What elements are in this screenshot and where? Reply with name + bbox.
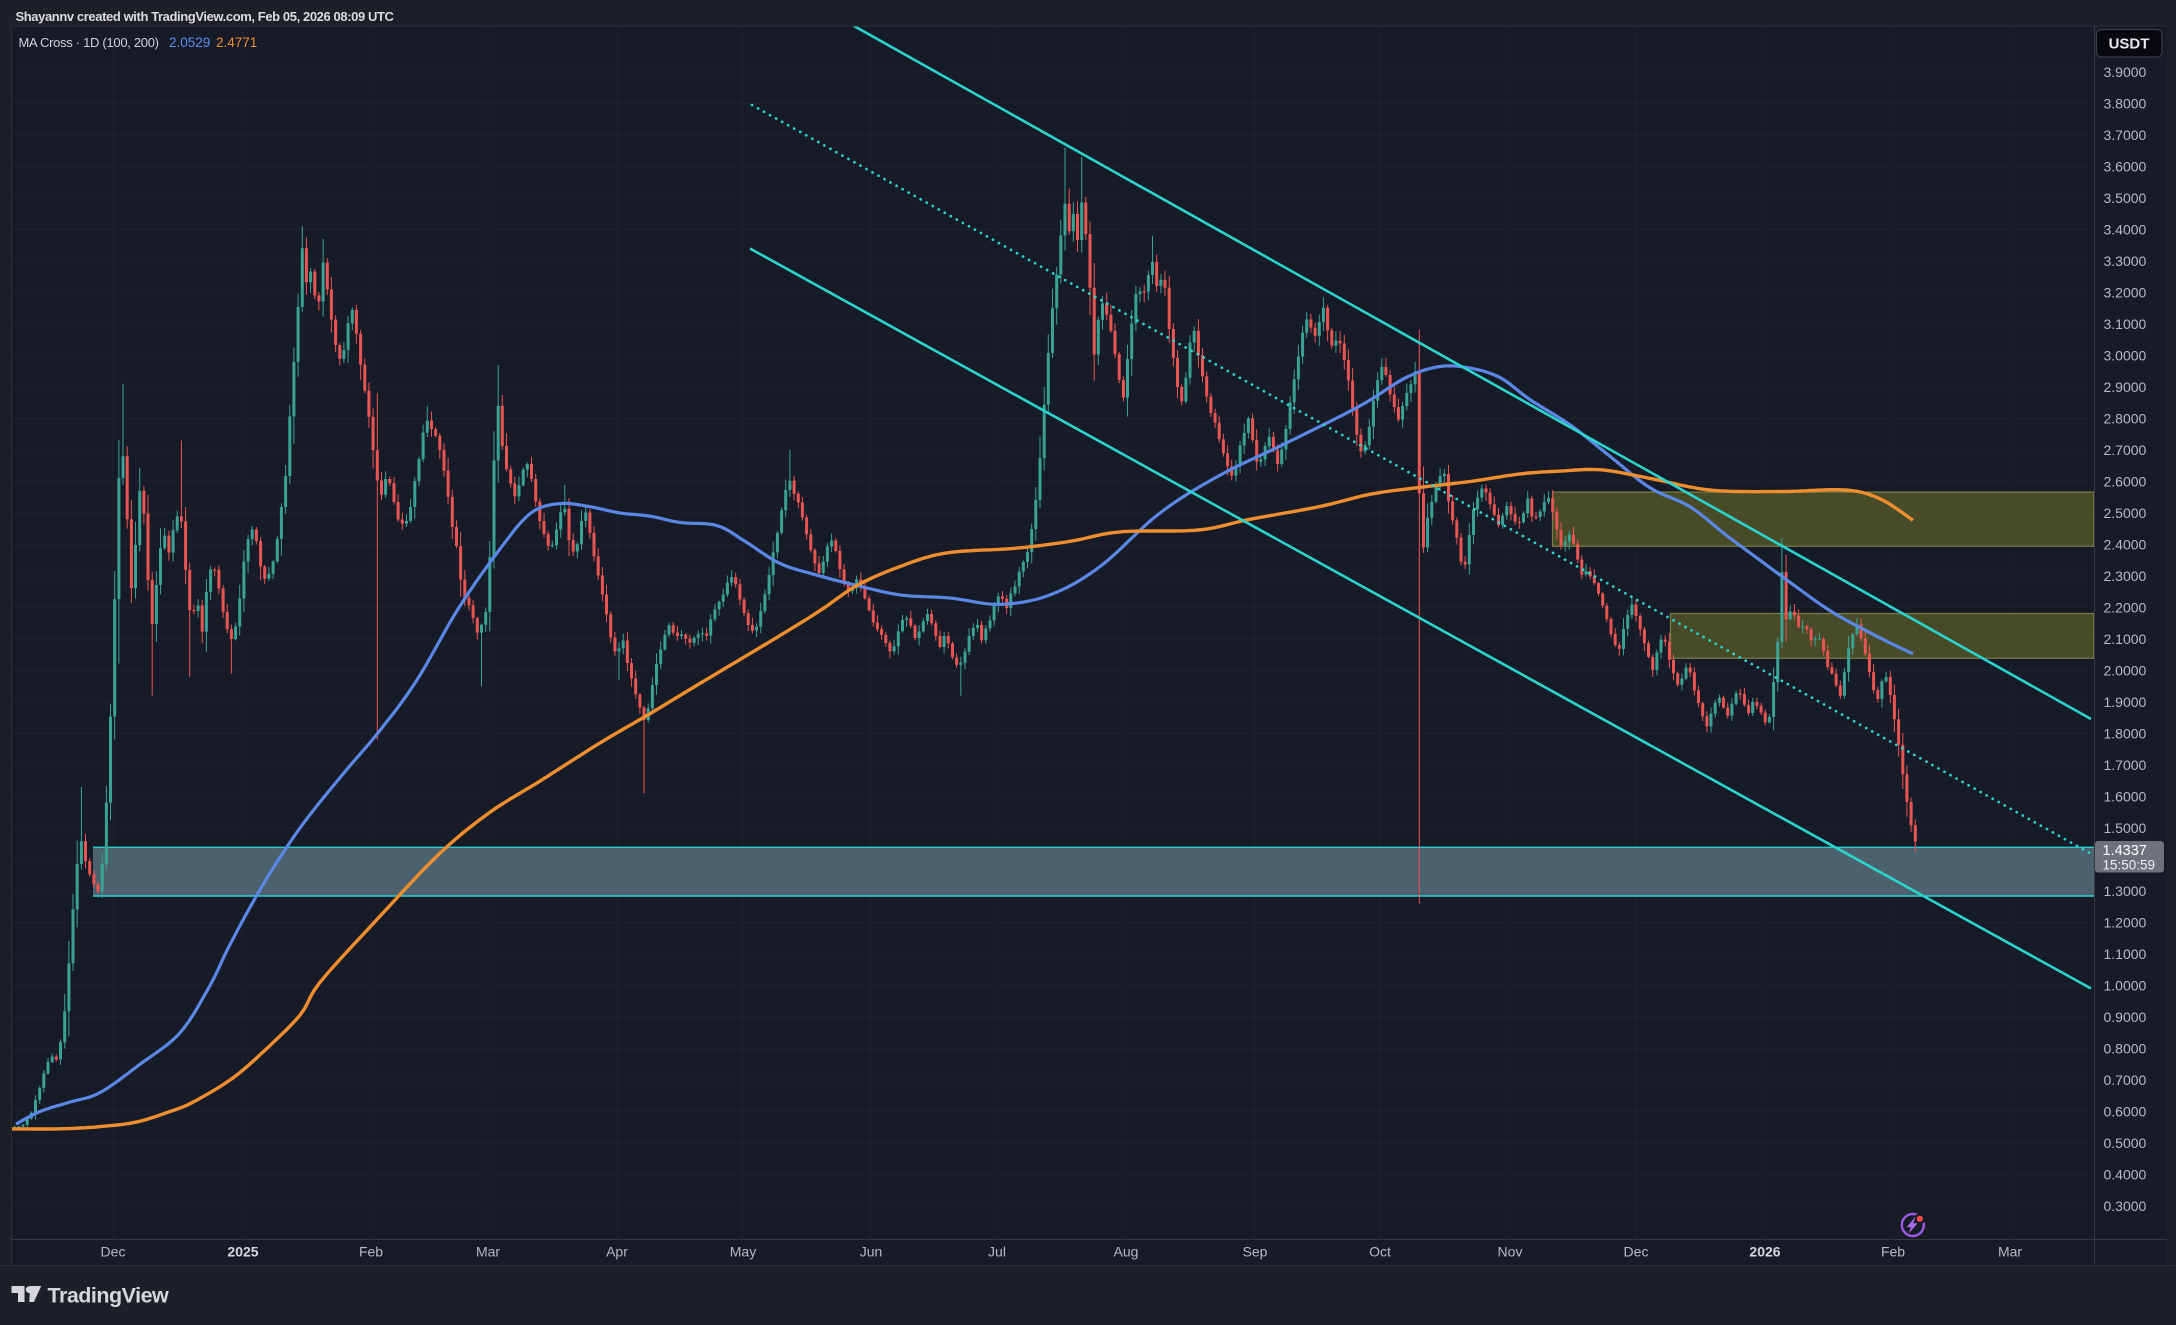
svg-text:2.4771: 2.4771	[216, 35, 257, 50]
svg-text:Nov: Nov	[1498, 1244, 1523, 1260]
svg-text:3.4000: 3.4000	[2104, 222, 2147, 238]
svg-text:2.4000: 2.4000	[2104, 537, 2147, 553]
svg-text:Feb: Feb	[359, 1244, 383, 1260]
svg-text:May: May	[730, 1244, 756, 1260]
svg-text:1.0000: 1.0000	[2104, 978, 2147, 994]
svg-text:3.0000: 3.0000	[2104, 348, 2147, 364]
svg-text:Jun: Jun	[860, 1244, 883, 1260]
svg-text:Mar: Mar	[1998, 1244, 2022, 1260]
svg-text:Sep: Sep	[1243, 1244, 1268, 1260]
svg-text:3.9000: 3.9000	[2104, 64, 2147, 80]
svg-text:Jul: Jul	[988, 1244, 1006, 1260]
svg-text:3.7000: 3.7000	[2104, 127, 2147, 143]
svg-text:3.3000: 3.3000	[2104, 253, 2147, 269]
svg-text:15:50:59: 15:50:59	[2103, 858, 2156, 873]
svg-text:Aug: Aug	[1114, 1244, 1139, 1260]
svg-text:0.9000: 0.9000	[2104, 1009, 2147, 1025]
svg-text:TradingView: TradingView	[48, 1284, 170, 1308]
svg-text:1.3000: 1.3000	[2104, 883, 2147, 899]
svg-text:Dec: Dec	[101, 1244, 126, 1260]
svg-text:2.9000: 2.9000	[2104, 379, 2147, 395]
svg-text:1.6000: 1.6000	[2104, 789, 2147, 805]
svg-text:Apr: Apr	[606, 1244, 628, 1260]
svg-text:3.1000: 3.1000	[2104, 316, 2147, 332]
svg-text:0.4000: 0.4000	[2104, 1167, 2147, 1183]
svg-text:2.1000: 2.1000	[2104, 631, 2147, 647]
svg-text:0.8000: 0.8000	[2104, 1041, 2147, 1057]
svg-text:1.8000: 1.8000	[2104, 726, 2147, 742]
svg-text:3.6000: 3.6000	[2104, 159, 2147, 175]
svg-text:USDT: USDT	[2109, 36, 2150, 53]
svg-text:2.6000: 2.6000	[2104, 474, 2147, 490]
svg-text:Mar: Mar	[476, 1244, 500, 1260]
svg-text:2.8000: 2.8000	[2104, 411, 2147, 427]
svg-text:1.2000: 1.2000	[2104, 915, 2147, 931]
svg-text:2.3000: 2.3000	[2104, 568, 2147, 584]
svg-text:3.8000: 3.8000	[2104, 96, 2147, 112]
svg-text:3.5000: 3.5000	[2104, 190, 2147, 206]
svg-text:1.7000: 1.7000	[2104, 757, 2147, 773]
svg-text:Shayannv created with TradingV: Shayannv created with TradingView.com, F…	[16, 9, 395, 24]
svg-text:MA Cross · 1D (100, 200): MA Cross · 1D (100, 200)	[19, 35, 159, 50]
svg-text:1.9000: 1.9000	[2104, 694, 2147, 710]
svg-text:3.2000: 3.2000	[2104, 285, 2147, 301]
svg-text:1.4337: 1.4337	[2103, 843, 2147, 859]
svg-text:1.5000: 1.5000	[2104, 820, 2147, 836]
svg-text:2.2000: 2.2000	[2104, 600, 2147, 616]
svg-text:2026: 2026	[1749, 1244, 1780, 1260]
svg-text:2.5000: 2.5000	[2104, 505, 2147, 521]
svg-text:1.1000: 1.1000	[2104, 946, 2147, 962]
svg-text:Oct: Oct	[1369, 1244, 1391, 1260]
svg-text:2.7000: 2.7000	[2104, 442, 2147, 458]
svg-text:Dec: Dec	[1624, 1244, 1649, 1260]
svg-text:0.7000: 0.7000	[2104, 1072, 2147, 1088]
svg-text:0.3000: 0.3000	[2104, 1198, 2147, 1214]
svg-text:2.0529: 2.0529	[169, 35, 210, 50]
svg-text:2.0000: 2.0000	[2104, 663, 2147, 679]
svg-text:2025: 2025	[227, 1244, 258, 1260]
svg-text:Feb: Feb	[1881, 1244, 1905, 1260]
svg-text:0.6000: 0.6000	[2104, 1104, 2147, 1120]
svg-text:0.5000: 0.5000	[2104, 1135, 2147, 1151]
